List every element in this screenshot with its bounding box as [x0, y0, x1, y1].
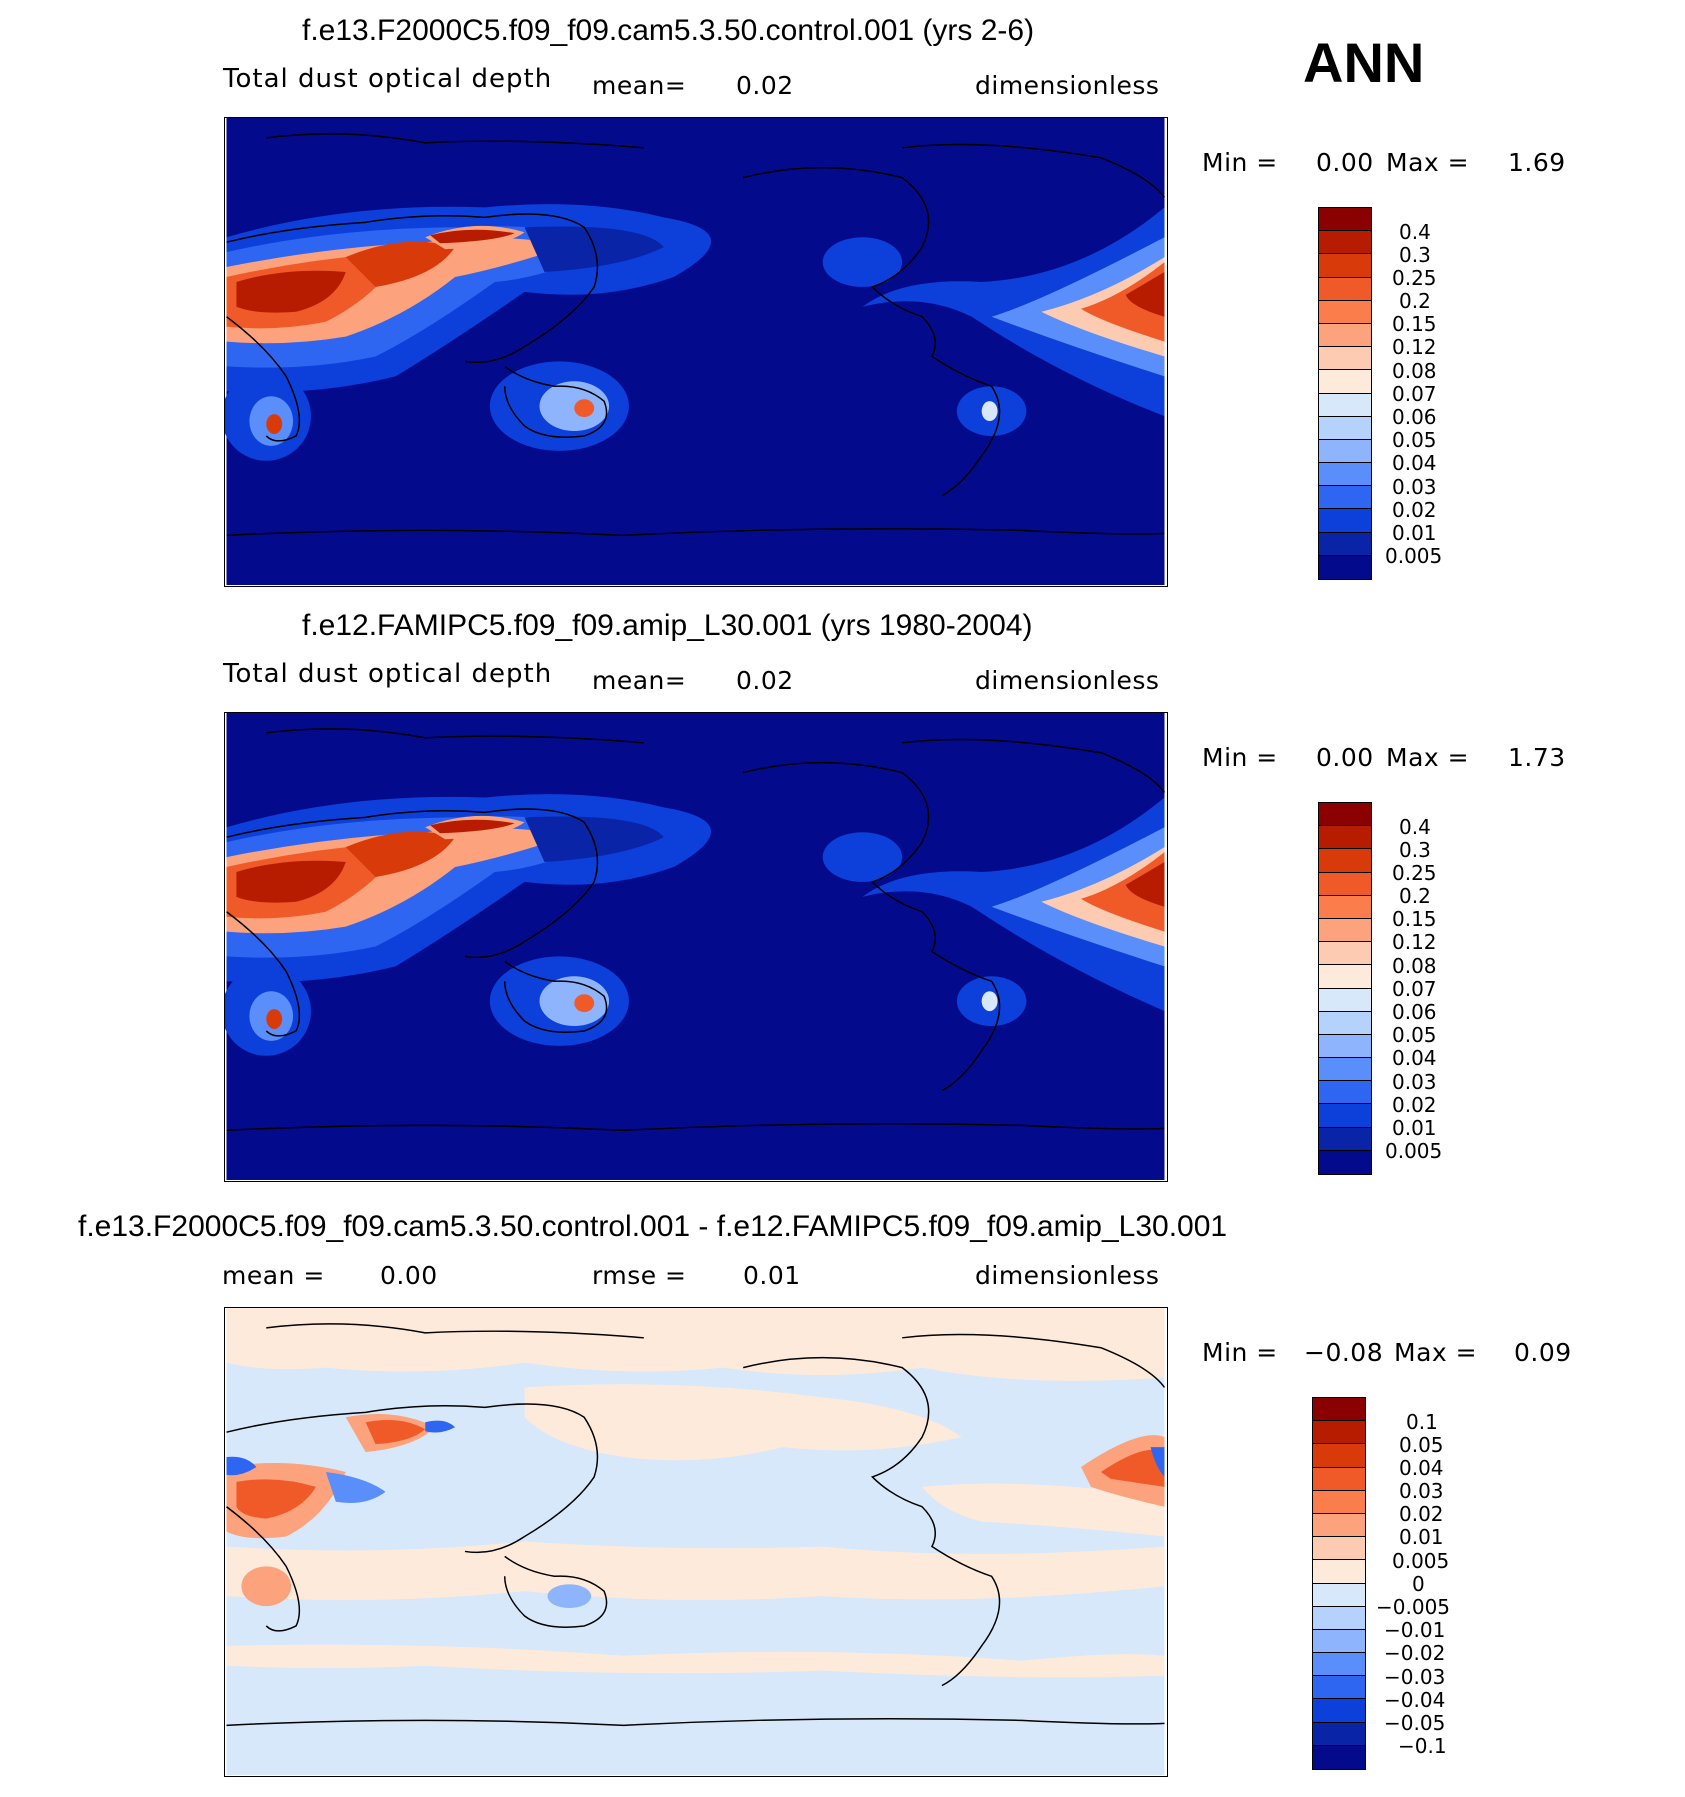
panel2-cbar-label: 0.04	[1392, 1046, 1437, 1070]
panel2-variable: Total dust optical depth	[223, 659, 553, 689]
panel3-mean-value: 0.00	[380, 1261, 438, 1290]
panel2-cbar-label: 0.2	[1399, 884, 1431, 908]
panel1-cbar-label: 0.3	[1399, 243, 1431, 267]
panel2-cbar-label: 0.12	[1392, 930, 1437, 954]
panel3-cbar-label: −0.05	[1384, 1711, 1446, 1735]
panel1-colorbar	[1318, 207, 1372, 580]
panel3-map-canvas	[226, 1308, 1166, 1775]
panel2-map-canvas	[225, 713, 1166, 1180]
panel1-cbar-label: 0.25	[1392, 266, 1437, 290]
panel2-cbar-label: 0.4	[1399, 815, 1431, 839]
panel1-cbar-label: 0.12	[1392, 335, 1437, 359]
panel3-rmse-value: 0.01	[743, 1261, 801, 1290]
panel3-cbar-label: 0.1	[1406, 1410, 1438, 1434]
panel1-cbar-label: 0.04	[1392, 451, 1437, 475]
panel2-cbar-label: 0.25	[1392, 861, 1437, 885]
panel3-title: f.e13.F2000C5.f09_f09.cam5.3.50.control.…	[78, 1210, 1228, 1243]
panel1-title: f.e13.F2000C5.f09_f09.cam5.3.50.control.…	[302, 14, 1035, 47]
panel2-cbar-label: 0.02	[1392, 1093, 1437, 1117]
panel2-cbar-label: 0.15	[1392, 907, 1437, 931]
panel3-cbar-label: 0.03	[1399, 1479, 1444, 1503]
season-label: ANN	[1303, 31, 1425, 94]
panel1-cbar-label: 0.08	[1392, 359, 1437, 383]
panel1-mean-label: mean=	[592, 71, 687, 100]
panel3-cbar-label: −0.01	[1384, 1618, 1446, 1642]
panel2-mean-value: 0.02	[736, 666, 794, 695]
panel1-min-label: Min =	[1202, 148, 1278, 177]
panel2-cbar-label: 0.07	[1392, 977, 1437, 1001]
panel3-cbar-label: 0	[1412, 1572, 1425, 1596]
panel3-units: dimensionless	[975, 1261, 1160, 1290]
panel2-cbar-label: 0.01	[1392, 1116, 1437, 1140]
panel3-cbar-label: 0.04	[1399, 1456, 1444, 1480]
panel2-cbar-label: 0.03	[1392, 1070, 1437, 1094]
panel2-cbar-label: 0.08	[1392, 954, 1437, 978]
panel1-cbar-label: 0.05	[1392, 428, 1437, 452]
panel2-units: dimensionless	[975, 666, 1160, 695]
panel1-variable: Total dust optical depth	[223, 64, 553, 94]
panel2-max-value: 1.73	[1508, 743, 1566, 772]
panel3-cbar-label: 0.05	[1399, 1433, 1444, 1457]
panel1-cbar-label: 0.01	[1392, 521, 1437, 545]
panel3-cbar-label: −0.005	[1376, 1595, 1451, 1619]
panel3-cbar-label: −0.02	[1384, 1641, 1446, 1665]
panel3-rmse-label: rmse =	[592, 1261, 687, 1290]
panel1-max-value: 1.69	[1508, 148, 1566, 177]
panel1-units: dimensionless	[975, 71, 1160, 100]
panel3-cbar-label: 0.005	[1392, 1549, 1450, 1573]
panel1-cbar-label: 0.07	[1392, 382, 1437, 406]
panel2-cbar-label: 0.3	[1399, 838, 1431, 862]
panel3-max-label: Max =	[1394, 1338, 1478, 1367]
panel2-cbar-label: 0.005	[1385, 1139, 1443, 1163]
panel3-cbar-label: 0.02	[1399, 1502, 1444, 1526]
panel2-max-label: Max =	[1386, 743, 1470, 772]
panel3-cbar-label: −0.03	[1384, 1665, 1446, 1689]
panel2-min-label: Min =	[1202, 743, 1278, 772]
panel3-cbar-label: −0.1	[1398, 1734, 1447, 1758]
panel1-map-canvas	[225, 118, 1166, 585]
panel2-min-value: 0.00	[1316, 743, 1374, 772]
panel2-title: f.e12.FAMIPC5.f09_f09.amip_L30.001 (yrs …	[302, 609, 1033, 642]
panel2-colorbar	[1318, 802, 1372, 1175]
panel1-mean-value: 0.02	[736, 71, 794, 100]
panel3-mean-label: mean =	[222, 1261, 325, 1290]
panel3-cbar-label: −0.04	[1384, 1688, 1446, 1712]
panel2-mean-label: mean=	[592, 666, 687, 695]
panel2-cbar-label: 0.06	[1392, 1000, 1437, 1024]
panel3-cbar-label: 0.01	[1399, 1525, 1444, 1549]
panel1-cbar-label: 0.4	[1399, 220, 1431, 244]
panel1-cbar-label: 0.2	[1399, 289, 1431, 313]
panel1-cbar-label: 0.03	[1392, 475, 1437, 499]
panel1-map	[224, 117, 1168, 587]
panel1-cbar-label: 0.15	[1392, 312, 1437, 336]
panel1-max-label: Max =	[1386, 148, 1470, 177]
panel3-min-label: Min =	[1202, 1338, 1278, 1367]
panel2-cbar-label: 0.05	[1392, 1023, 1437, 1047]
panel3-max-value: 0.09	[1514, 1338, 1572, 1367]
panel3-map	[224, 1307, 1168, 1777]
panel3-colorbar	[1312, 1397, 1366, 1770]
panel1-cbar-label: 0.02	[1392, 498, 1437, 522]
panel2-map	[224, 712, 1168, 1182]
panel1-cbar-label: 0.005	[1385, 544, 1443, 568]
panel3-min-value: −0.08	[1304, 1338, 1384, 1367]
panel1-min-value: 0.00	[1316, 148, 1374, 177]
panel1-cbar-label: 0.06	[1392, 405, 1437, 429]
